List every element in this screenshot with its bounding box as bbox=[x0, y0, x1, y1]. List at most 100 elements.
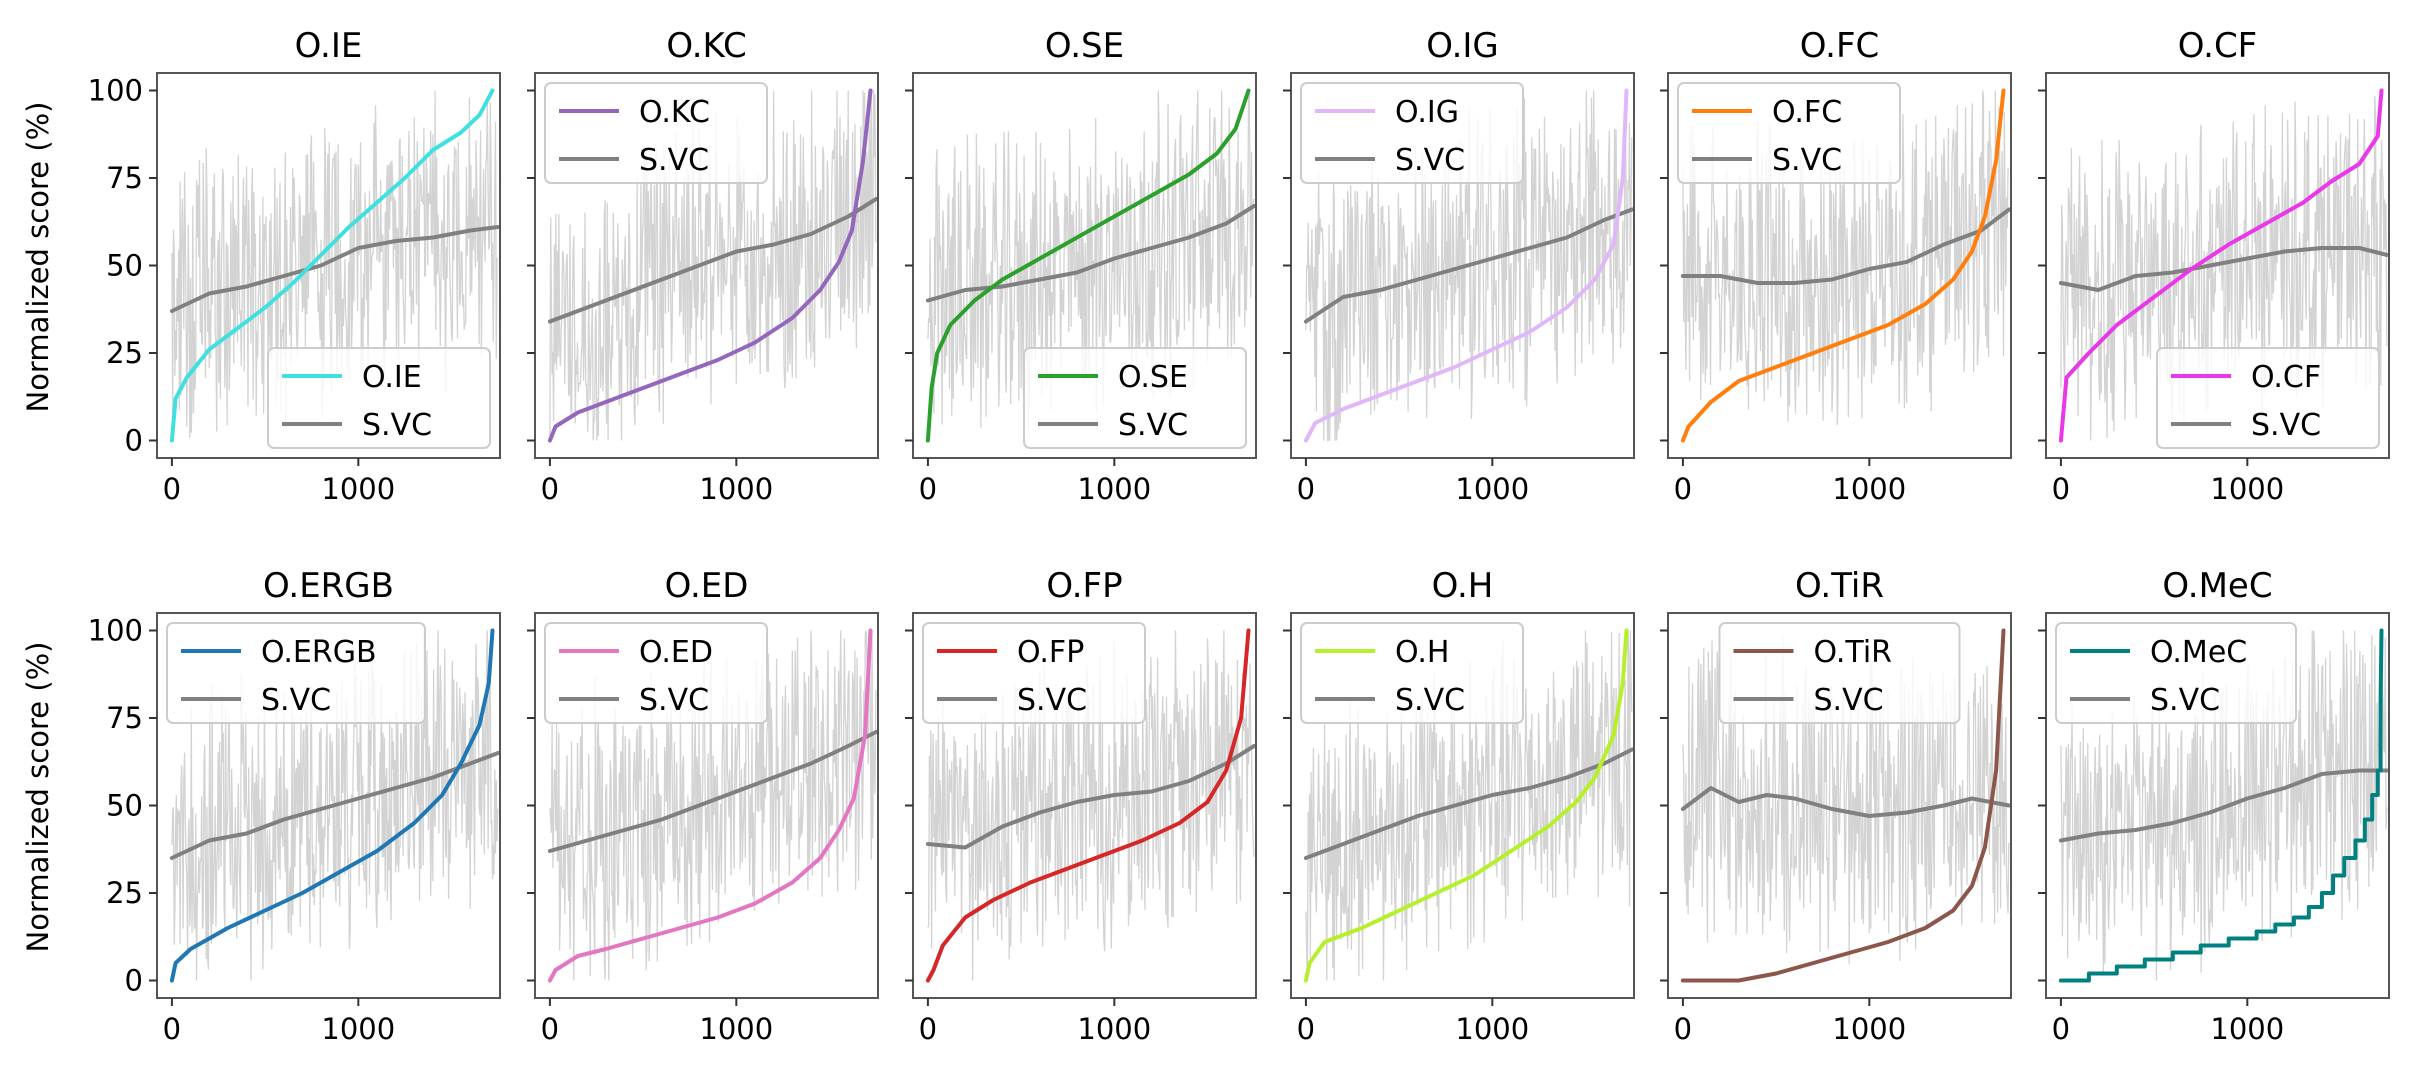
legend: O.IG S.VC bbox=[1300, 82, 1524, 184]
legend-label: O.IE bbox=[362, 360, 422, 395]
legend-label: S.VC bbox=[2251, 408, 2321, 443]
x-tick-label: 0 bbox=[919, 472, 937, 506]
x-tick-label: 1000 bbox=[2210, 472, 2284, 506]
panel-title: O.SE bbox=[1045, 26, 1124, 66]
panel-o-h: O.H 0 1000 O.H S.VC bbox=[1283, 566, 1635, 1046]
series-line-s-vc bbox=[1680, 786, 2011, 818]
x-tick-label: 0 bbox=[2052, 1012, 2070, 1046]
legend-label: O.ED bbox=[639, 635, 713, 670]
legend-label: S.VC bbox=[1814, 683, 1884, 718]
panel-o-kc: O.KC 0 1000 O.KC S.VC bbox=[527, 26, 879, 506]
series-line-s-vc bbox=[925, 204, 1256, 303]
plot-area bbox=[2058, 88, 2389, 443]
series-line-s-vc bbox=[169, 225, 500, 313]
x-tick-label: 1000 bbox=[699, 1012, 773, 1046]
x-tick-label: 0 bbox=[1674, 472, 1692, 506]
plot-area bbox=[547, 88, 878, 443]
y-tick-label: 0 bbox=[125, 424, 143, 458]
legend: O.TiR S.VC bbox=[1718, 622, 1961, 724]
legend: O.ERGB S.VC bbox=[166, 622, 426, 724]
y-tick-label: 25 bbox=[106, 336, 143, 370]
x-tick-label: 1000 bbox=[1832, 472, 1906, 506]
series-line-o-h bbox=[1303, 628, 1629, 983]
legend-label: O.FC bbox=[1772, 95, 1842, 130]
series-line-s-vc bbox=[925, 744, 1256, 850]
legend: O.MeC S.VC bbox=[2055, 622, 2297, 724]
legend: O.FP S.VC bbox=[922, 622, 1146, 724]
series-line-s-vc bbox=[2058, 768, 2389, 843]
legend-label: O.ERGB bbox=[261, 635, 377, 670]
legend-label: O.KC bbox=[639, 95, 710, 130]
panel-o-tir: O.TiR 0 1000 O.TiR S.VC bbox=[1660, 566, 2012, 1046]
series-line-o-fc bbox=[1680, 88, 2006, 443]
series-line-o-ig bbox=[1303, 88, 1629, 443]
panel-title: O.ERGB bbox=[263, 566, 394, 606]
legend-label: S.VC bbox=[1017, 683, 1087, 718]
plot-area bbox=[169, 628, 500, 983]
x-tick-label: 0 bbox=[919, 1012, 937, 1046]
sample-noise-line bbox=[171, 90, 499, 438]
panel-title: O.IG bbox=[1426, 26, 1499, 66]
legend-label: O.CF bbox=[2251, 360, 2321, 395]
x-tick-label: 1000 bbox=[2210, 1012, 2284, 1046]
series-line-o-kc bbox=[547, 88, 873, 443]
panel-title: O.ED bbox=[665, 566, 749, 606]
sample-noise-line bbox=[2060, 630, 2388, 981]
y-tick-label: 25 bbox=[106, 876, 143, 910]
series-line-s-vc bbox=[169, 751, 500, 860]
series-line-o-se bbox=[925, 88, 1251, 443]
y-tick-label: 50 bbox=[106, 249, 143, 283]
plot-area bbox=[925, 88, 1256, 443]
series-line-s-vc bbox=[547, 730, 878, 853]
legend-label: O.IG bbox=[1395, 95, 1459, 130]
series-line-o-ed bbox=[547, 628, 873, 983]
series-line-s-vc bbox=[1303, 747, 1634, 860]
legend-label: O.H bbox=[1395, 635, 1450, 670]
panel-title: O.MeC bbox=[2162, 566, 2272, 606]
y-tick-label: 75 bbox=[106, 161, 143, 195]
sample-noise-line bbox=[1682, 90, 2010, 425]
sample-noise-line bbox=[927, 630, 1255, 981]
legend-label: O.FP bbox=[1017, 635, 1084, 670]
y-axis-label-bottom: Normalized score (%) bbox=[21, 642, 55, 953]
panel-o-ed: O.ED 0 1000 O.ED S.VC bbox=[527, 566, 879, 1046]
legend-label: S.VC bbox=[1395, 143, 1465, 178]
legend-label: S.VC bbox=[1395, 683, 1465, 718]
panel-o-fc: O.FC 0 1000 O.FC S.VC bbox=[1660, 26, 2012, 506]
legend-label: S.VC bbox=[2150, 683, 2220, 718]
panel-title: O.CF bbox=[2178, 26, 2258, 66]
plot-area bbox=[1303, 628, 1634, 983]
series-line-o-fp bbox=[925, 628, 1251, 983]
x-tick-label: 1000 bbox=[321, 472, 395, 506]
panel-o-cf: O.CF 0 1000 O.CF S.VC bbox=[2038, 26, 2390, 506]
x-tick-label: 1000 bbox=[1455, 472, 1529, 506]
legend: O.H S.VC bbox=[1300, 622, 1524, 724]
legend-label: S.VC bbox=[1772, 143, 1842, 178]
panel-title: O.H bbox=[1432, 566, 1494, 606]
series-line-s-vc bbox=[1680, 207, 2011, 285]
legend: O.ED S.VC bbox=[544, 622, 768, 724]
x-tick-label: 1000 bbox=[321, 1012, 395, 1046]
plot-area bbox=[169, 88, 500, 443]
plot-area bbox=[925, 628, 1256, 983]
x-tick-label: 0 bbox=[1297, 472, 1315, 506]
series-line-o-ergb bbox=[169, 628, 495, 983]
y-tick-label: 100 bbox=[88, 74, 143, 108]
legend: O.FC S.VC bbox=[1677, 82, 1901, 184]
x-tick-label: 1000 bbox=[699, 472, 773, 506]
series-line-o-ie bbox=[169, 88, 495, 443]
x-tick-label: 0 bbox=[541, 1012, 559, 1046]
panel-title: O.IE bbox=[295, 26, 363, 66]
x-tick-label: 1000 bbox=[1455, 1012, 1529, 1046]
x-tick-label: 1000 bbox=[1077, 472, 1151, 506]
plot-area bbox=[547, 628, 878, 983]
panel-o-fp: O.FP 0 1000 O.FP S.VC bbox=[905, 566, 1257, 1046]
legend-label: O.TiR bbox=[1814, 635, 1893, 670]
legend-label: S.VC bbox=[1118, 408, 1188, 443]
panel-title: O.TiR bbox=[1795, 566, 1884, 606]
x-tick-label: 0 bbox=[1297, 1012, 1315, 1046]
plot-area bbox=[1680, 88, 2011, 443]
panel-o-ig: O.IG 0 1000 O.IG S.VC bbox=[1283, 26, 1635, 506]
series-line-s-vc bbox=[2058, 246, 2389, 292]
